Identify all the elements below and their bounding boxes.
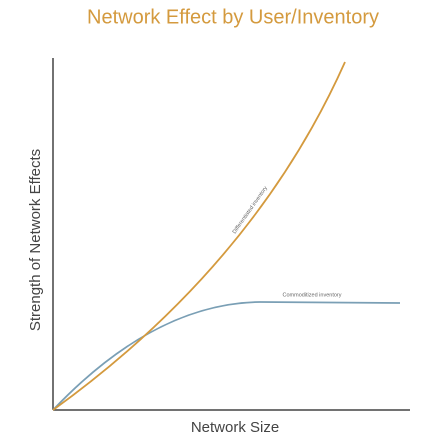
title: Network Effect by User/Inventory	[87, 6, 379, 28]
curve-label: Commoditized inventory	[283, 292, 342, 298]
differentiated-curve	[52, 61, 346, 411]
y-axis-label: Strength of Network Effects	[27, 149, 44, 331]
x-axis-label: Network Size	[191, 419, 279, 436]
commoditized-curve	[52, 301, 401, 411]
curve-label: Differentiated inventory	[232, 185, 269, 235]
